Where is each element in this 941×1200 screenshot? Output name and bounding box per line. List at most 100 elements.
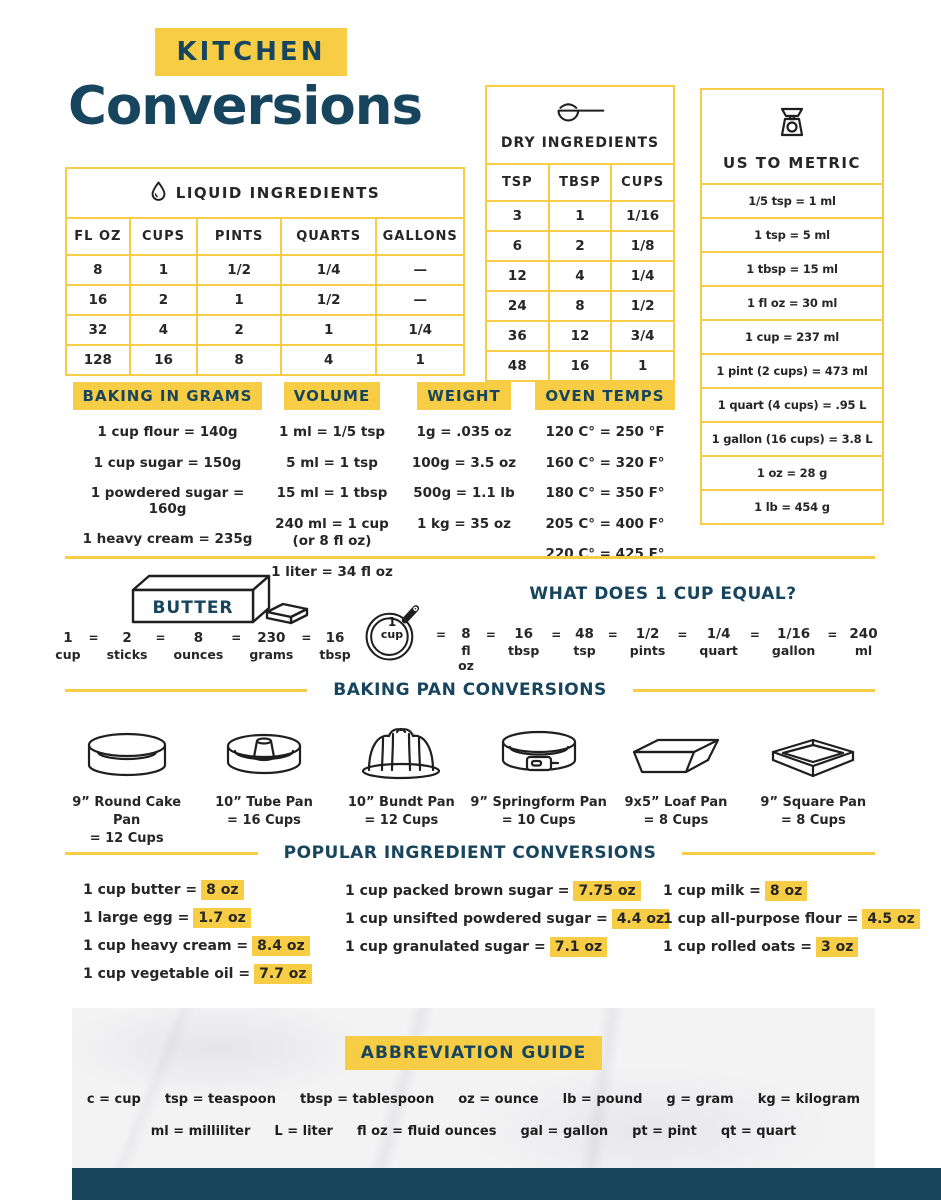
conversion-line: 220 C° = 425 F° <box>545 546 665 563</box>
cell: 3 <box>485 200 550 232</box>
equivalent: 8 ounces <box>172 630 226 662</box>
ingredient-label: 1 cup unsifted powdered sugar = <box>345 911 608 927</box>
cell: 128 <box>65 344 131 376</box>
ingredient-label: 1 cup butter = <box>83 882 198 898</box>
cell: 1 <box>610 350 675 382</box>
value: 2 <box>122 630 132 646</box>
cell: 1/2 <box>610 290 675 322</box>
abbreviation: g = gram <box>666 1092 734 1107</box>
footer-bar <box>72 1168 941 1200</box>
round-cake-pan-icon <box>58 710 195 782</box>
cell: 2 <box>547 230 613 262</box>
pan-name: 9” Round Cake Pan <box>72 795 182 829</box>
conversion-line: 1 heavy cream = 235g <box>82 531 253 548</box>
metric-row: 1 pint (2 cups) = 473 ml <box>702 353 882 387</box>
section-header: BAKING IN GRAMS <box>72 382 263 410</box>
cell: 1 <box>547 200 613 232</box>
pan-item: 9” Square Pan = 8 Cups <box>745 710 882 849</box>
cell: 1/4 <box>279 254 378 286</box>
ingredient-value: 7.1 oz <box>549 937 608 957</box>
ingredient-conversion: 1 cup granulated sugar = 7.1 oz <box>345 937 669 957</box>
conversion-line: 205 C° = 400 F° <box>545 515 665 532</box>
ingredient-conversion: 1 cup heavy cream = 8.4 oz <box>83 936 312 956</box>
value: 1/4 <box>706 626 731 642</box>
kitchen-badge: KITCHEN <box>155 28 347 76</box>
value: 1/2 <box>635 626 660 642</box>
cell: 12 <box>547 320 613 352</box>
table-title-row: LIQUID INGREDIENTS <box>65 167 465 219</box>
conversion-line: 1 powdered sugar = 160g <box>90 485 245 517</box>
popular-title: POPULAR INGREDIENT CONVERSIONS <box>283 843 657 863</box>
pan-item: 10” Bundt Pan = 12 Cups <box>333 710 470 849</box>
liquid-ingredients-table: LIQUID INGREDIENTS FL OZ CUPS PINTS QUAR… <box>65 167 465 376</box>
ingredient-conversion: 1 cup packed brown sugar = 7.75 oz <box>345 881 669 901</box>
pan-item: 9” Round Cake Pan = 12 Cups <box>58 710 195 849</box>
cup-icon-value: 1 <box>387 615 397 629</box>
tube-pan-icon <box>195 710 332 782</box>
pan-capacity: = 8 Cups <box>780 813 846 829</box>
divider-line <box>65 851 258 855</box>
abbreviation: qt = quart <box>720 1124 797 1139</box>
abbreviation: L = liter <box>274 1124 333 1139</box>
table-title-row: DRY INGREDIENTS <box>485 85 675 165</box>
table-row: 128 16 8 4 1 <box>65 344 465 376</box>
pan-name: 10” Tube Pan <box>215 795 313 810</box>
equals-sign: = <box>155 631 166 645</box>
value: 230 <box>257 630 286 646</box>
pan-name: 10” Bundt Pan <box>347 795 455 810</box>
conversion-line: 1g = .035 oz <box>416 424 512 440</box>
abbreviation: lb = pound <box>562 1092 643 1107</box>
section-header: WEIGHT <box>417 382 511 410</box>
cell: 24 <box>485 290 550 322</box>
cell: 1/2 <box>279 284 378 316</box>
cell: 1/8 <box>610 230 675 262</box>
pan-item: 9x5” Loaf Pan = 8 Cups <box>607 710 744 849</box>
popular-divider: POPULAR INGREDIENT CONVERSIONS <box>65 843 875 863</box>
cell: 8 <box>196 344 282 376</box>
value: 240 <box>849 626 878 642</box>
ingredient-value: 8 oz <box>764 881 808 901</box>
ingredient-conversion: 1 cup all-purpose flour = 4.5 oz <box>663 909 920 929</box>
loaf-pan-icon <box>607 710 744 782</box>
cell: 2 <box>196 314 282 346</box>
pan-name: 9” Square Pan <box>760 795 867 810</box>
ingredient-label: 1 cup milk = <box>663 883 761 899</box>
bundt-pan-icon <box>333 710 470 782</box>
ingredient-value: 7.75 oz <box>573 881 641 901</box>
pan-grid: 9” Round Cake Pan = 12 Cups 10” Tube Pan… <box>58 710 882 849</box>
divider-line <box>65 688 308 692</box>
table-row: 6 2 1/8 <box>485 230 675 262</box>
pan-name: 9” Springform Pan <box>470 795 607 810</box>
abbreviation: ml = milliliter <box>150 1124 251 1139</box>
unit: pints <box>629 643 666 658</box>
value: 16 <box>514 626 534 642</box>
ingredient-label: 1 cup all-purpose flour = <box>663 911 859 927</box>
cell: 3/4 <box>610 320 675 352</box>
cell: 16 <box>128 344 199 376</box>
table-header-row: TSP TBSP CUPS <box>485 163 675 202</box>
cell: 48 <box>485 350 550 382</box>
butter-equivalents: 1 cup = 2 sticks = 8 ounces = 230 grams = 16… <box>55 630 350 662</box>
ingredient-column: 1 cup packed brown sugar = 7.75 oz 1 cup … <box>345 881 670 967</box>
equals-sign: = <box>231 631 242 645</box>
cell: 16 <box>547 350 613 382</box>
column-header: PINTS <box>196 217 282 256</box>
abbreviation: oz = ounce <box>458 1092 539 1107</box>
ingredient-value: 8.4 oz <box>252 936 310 956</box>
table-row: 24 8 1/2 <box>485 290 675 322</box>
cell: — <box>375 254 465 286</box>
equivalent: 1/4 quart <box>697 626 739 658</box>
unit: sticks <box>106 647 148 662</box>
table-row: 3 1 1/16 <box>485 200 675 232</box>
pan-capacity: = 10 Cups <box>501 813 576 829</box>
ingredient-conversion: 1 cup vegetable oil = 7.7 oz <box>83 964 312 984</box>
conversion-line: (or 8 fl oz) <box>292 533 372 550</box>
ingredient-label: 1 cup heavy cream = <box>83 938 249 954</box>
ingredient-label: 1 cup packed brown sugar = <box>345 883 570 899</box>
value: 8 <box>461 626 471 642</box>
equivalent: 230 grams <box>247 630 295 662</box>
column-header: TBSP <box>547 163 613 202</box>
cell: 1/4 <box>610 260 675 292</box>
equivalent: 48 tsp <box>571 626 597 658</box>
